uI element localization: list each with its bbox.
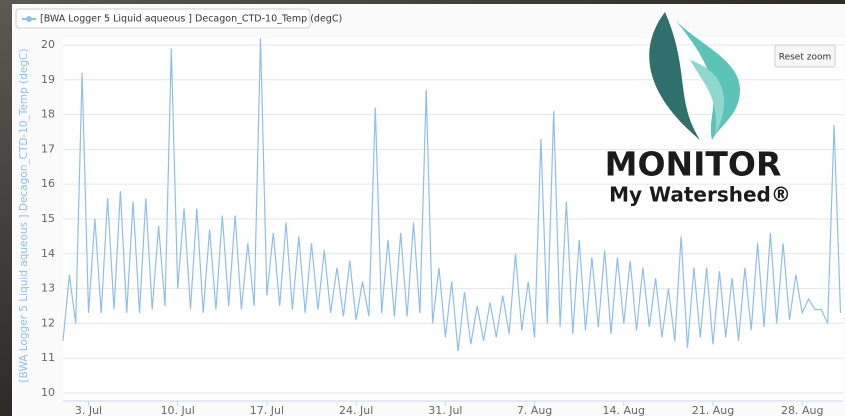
y-tick-label: 17	[41, 142, 55, 155]
legend-box	[15, 8, 311, 29]
x-tick-label: 7. Aug	[517, 404, 552, 416]
logo: MONITOR My Watershed®	[605, 12, 791, 207]
legend-label: [BWA Logger 5 Liquid aqueous ] Decagon_C…	[40, 14, 342, 25]
y-tick-label: 19	[41, 73, 55, 86]
y-tick-label: 16	[41, 177, 55, 190]
logo-leaf	[675, 20, 740, 140]
logo-leaf	[649, 12, 700, 140]
button-label[interactable]: Reset zoom	[779, 53, 832, 63]
data-line	[62, 37, 842, 352]
y-tick-label: 12	[41, 316, 55, 329]
x-tick-label: 24. Jul	[339, 404, 373, 416]
logo-text: MONITOR	[605, 145, 782, 184]
x-tick-label: 3. Jul	[75, 404, 102, 416]
button-box	[774, 44, 836, 68]
y-axis-title: [BWA Logger 5 Liquid aqueous ] Decagon_C…	[18, 49, 30, 383]
y-tick-label: 18	[41, 108, 55, 121]
legend[interactable]: [BWA Logger 5 Liquid aqueous ] Decagon_C…	[15, 8, 342, 29]
y-tick-label: 20	[41, 38, 55, 51]
x-tick-label: 17. Jul	[250, 404, 284, 416]
x-tick-label: 10. Jul	[161, 404, 195, 416]
x-tick-label: 28. Aug	[781, 404, 823, 416]
logo-leaf	[690, 60, 725, 135]
x-tick-label: 31. Jul	[428, 404, 462, 416]
reset-zoom-button[interactable]: Reset zoom	[774, 44, 836, 68]
y-tick-label: 11	[41, 351, 55, 364]
y-tick-label: 15	[41, 212, 55, 225]
legend-marker	[26, 16, 32, 22]
y-tick-label: 10	[41, 386, 55, 399]
x-tick-label: 14. Aug	[603, 404, 645, 416]
y-tick-label: 14	[41, 247, 55, 260]
logo-text: My Watershed®	[609, 183, 791, 207]
y-tick-label: 13	[41, 282, 55, 295]
x-tick-label: 21. Aug	[692, 404, 734, 416]
